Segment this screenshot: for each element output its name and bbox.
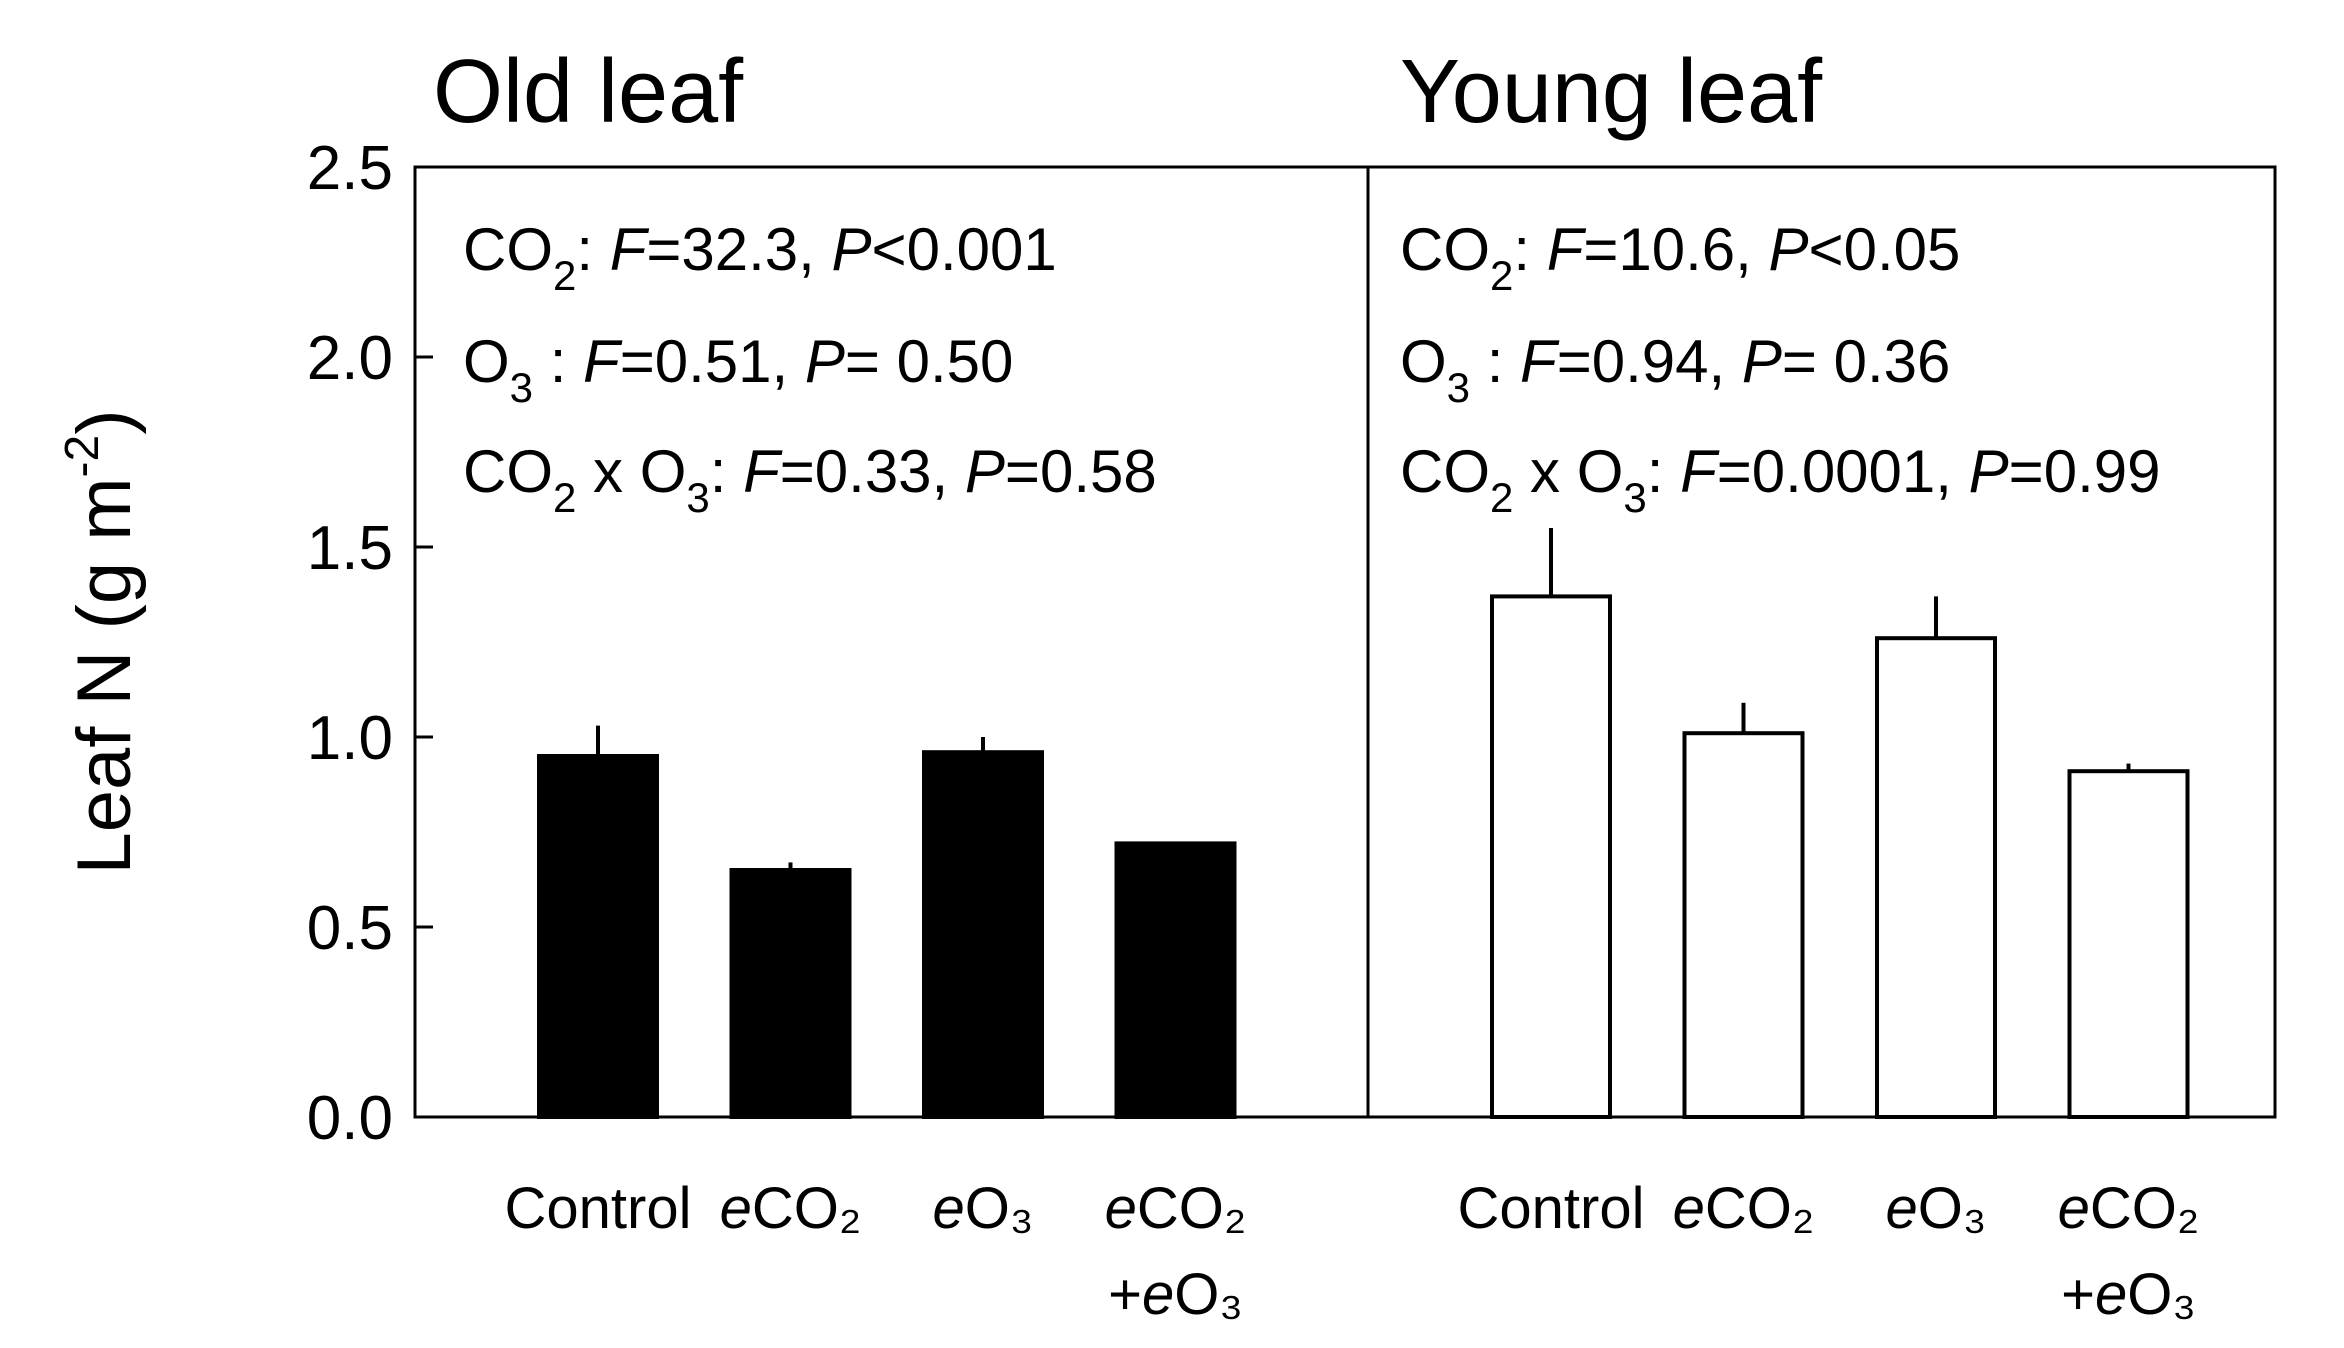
stat-annotation: CO2 x O3: F=0.33, P=0.58 (463, 438, 1157, 521)
x-category-label: eO₃ (1886, 1176, 1987, 1241)
y-axis-label-group: Leaf N (g m-2) (56, 409, 147, 874)
y-axis-label: Leaf N (g m-2) (56, 409, 147, 874)
panel-old-leaf: Old leaf CO2: F=32.3, P<0.001 O3 : F=0.51,… (433, 42, 1246, 1327)
y-tick-label: 0.0 (307, 1084, 393, 1153)
bar (729, 868, 852, 1119)
x-category-label: eCO₂ (720, 1176, 862, 1241)
bar (1875, 636, 1997, 1119)
x-category-label: eCO₂ +eO₃ (1105, 1176, 1247, 1327)
stat-annotation: CO2 x O3: F=0.0001, P=0.99 (1400, 438, 2161, 521)
stat-annotation: O3 : F=0.51, P= 0.50 (463, 328, 1013, 411)
stat-annotation: O3 : F=0.94, P= 0.36 (1400, 328, 1950, 411)
panel-young-leaf: Young leaf CO2: F=10.6, P<0.05 O3 : F=0.94… (1400, 42, 2199, 1327)
bar (2067, 769, 2190, 1119)
x-category-label: eCO₂ +eO₃ (2058, 1176, 2200, 1327)
panel-title: Old leaf (433, 42, 744, 142)
plot-border (413, 165, 2277, 1119)
x-category-label: eO₃ (933, 1176, 1034, 1241)
bar (1682, 731, 1805, 1119)
plot-frame (413, 165, 2277, 1119)
x-category-label: eCO₂ (1673, 1176, 1815, 1241)
y-tick-label: 0.5 (307, 894, 393, 963)
panels: Old leaf CO2: F=32.3, P<0.001 O3 : F=0.51,… (433, 42, 2199, 1327)
panel-title: Young leaf (1400, 42, 1823, 142)
bar (1114, 841, 1237, 1120)
bar (922, 750, 1044, 1119)
bar (537, 754, 659, 1119)
y-tick-label: 1.0 (307, 704, 393, 773)
stat-annotation: CO2: F=32.3, P<0.001 (463, 216, 1057, 299)
x-category-label: Control (1458, 1176, 1645, 1241)
stat-annotation: CO2: F=10.6, P<0.05 (1400, 216, 1960, 299)
bar (1490, 594, 1612, 1119)
y-tick-label: 2.5 (307, 134, 393, 203)
x-category-label: Control (505, 1176, 692, 1241)
y-tick-label: 2.0 (307, 324, 393, 393)
y-axis: 0.0 0.5 1.0 1.5 2.0 2.5 (307, 134, 433, 1153)
y-tick-label: 1.5 (307, 514, 393, 583)
